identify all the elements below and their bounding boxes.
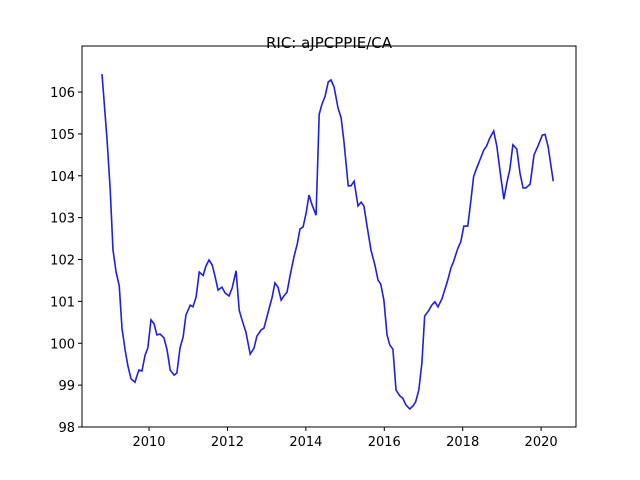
y-tick-label: 106	[50, 86, 75, 101]
x-tick-label: 2018	[446, 435, 479, 450]
y-tick-label: 98	[58, 421, 75, 436]
y-tick-label: 104	[50, 170, 75, 185]
x-tick-label: 2016	[368, 435, 401, 450]
plot-frame	[81, 45, 577, 428]
y-tick-label: 103	[50, 212, 75, 227]
y-tick-label: 102	[50, 254, 75, 269]
x-tick-label: 2012	[211, 435, 244, 450]
x-tick-label: 2020	[525, 435, 558, 450]
line	[101, 73, 555, 411]
y-tick-label: 99	[58, 379, 75, 394]
y-tick-label: 101	[50, 295, 75, 310]
y-tick-label: 105	[50, 128, 75, 143]
x-tick-label: 2014	[289, 435, 322, 450]
y-tick-label: 100	[50, 337, 75, 352]
chart-title: RIC: aJPCPPIE/CA	[266, 34, 393, 52]
x-tick-label: 2010	[132, 435, 165, 450]
